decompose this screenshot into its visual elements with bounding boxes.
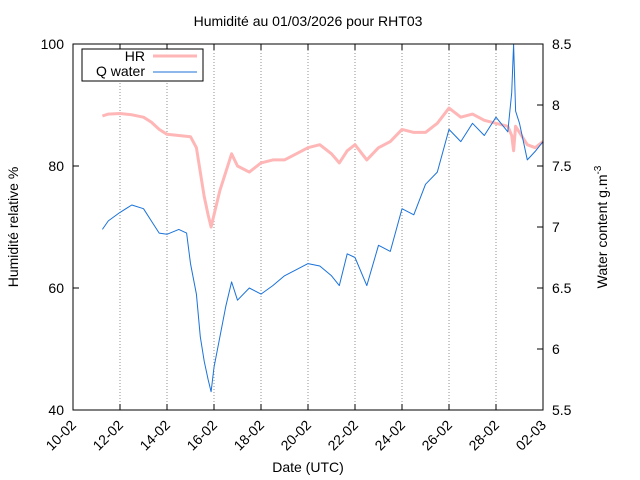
y2-axis-label-main: Water content g.m <box>594 175 610 289</box>
x-tick-label: 16-02 <box>183 417 220 454</box>
x-tick-label: 20-02 <box>277 417 314 454</box>
x-tick-label: 18-02 <box>230 417 267 454</box>
x-tick-label: 14-02 <box>136 417 173 454</box>
x-axis-label: Date (UTC) <box>272 459 344 475</box>
y2-tick-label: 6.5 <box>552 280 572 296</box>
x-tick-label: 22-02 <box>324 417 361 454</box>
series-line-q-water <box>101 43 544 393</box>
x-tick-label: 24-02 <box>371 417 408 454</box>
x-tick-label: 12-02 <box>89 417 126 454</box>
y-axis-label: Humidité relative % <box>5 167 21 288</box>
x-tick-label: 10-02 <box>42 417 79 454</box>
y2-tick-label: 8 <box>552 97 560 113</box>
y2-tick-label: 7.5 <box>552 158 572 174</box>
chart-title: Humidité au 01/03/2026 pour RHT03 <box>194 13 423 29</box>
grid <box>119 44 497 410</box>
y-tick-label: 80 <box>48 158 64 174</box>
legend: HR Q water <box>81 48 204 82</box>
x-tick-label: 02-03 <box>512 417 549 454</box>
y2-axis-label: Water content g.m-3 <box>593 165 610 288</box>
series-layer <box>101 43 544 393</box>
series-line-hr <box>101 106 544 229</box>
legend-box <box>81 48 204 82</box>
y2-tick-label: 5.5 <box>552 402 572 418</box>
y2-axis-label-superscript: -3 <box>593 165 604 174</box>
y-tick-label: 40 <box>48 402 64 418</box>
y-tick-label: 60 <box>48 280 64 296</box>
x-tick-label: 26-02 <box>418 417 455 454</box>
legend-label-q-water: Q water <box>96 63 145 79</box>
y2-tick-label: 8.5 <box>552 36 572 52</box>
x-tick-label: 28-02 <box>465 417 502 454</box>
legend-label-hr: HR <box>125 48 145 64</box>
y2-tick-label: 6 <box>552 341 560 357</box>
y2-tick-label: 7 <box>552 219 560 235</box>
y-tick-label: 100 <box>41 36 65 52</box>
